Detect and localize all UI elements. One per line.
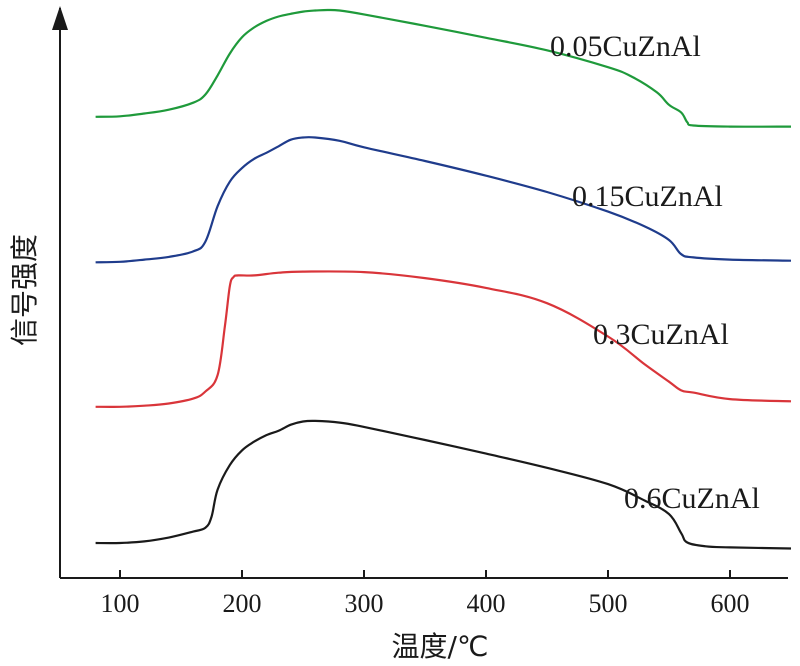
x-tick-label: 600: [711, 589, 750, 618]
x-tick-label: 200: [223, 589, 262, 618]
x-tick-label: 400: [467, 589, 506, 618]
series-label-group: 0.05CuZnAl 0.15CuZnAl 0.3CuZnAl 0.6CuZnAl: [550, 30, 760, 515]
series-label-0.3CuZnAl: 0.3CuZnAl: [593, 318, 729, 351]
x-axis-title: 温度/℃: [392, 630, 489, 663]
series-line-0.3CuZnAl: [95, 270, 792, 408]
series-line-0.05CuZnAl: [95, 8, 792, 128]
x-tick-label: 100: [101, 589, 140, 618]
series-label-0.6CuZnAl: 0.6CuZnAl: [624, 482, 760, 515]
axes: 100 200 300 400 500 600: [52, 6, 788, 618]
series-label-0.15CuZnAl: 0.15CuZnAl: [572, 180, 723, 213]
x-tick-label: 300: [345, 589, 384, 618]
x-tick-group: 100 200 300 400 500 600: [101, 570, 750, 618]
series-label-0.05CuZnAl: 0.05CuZnAl: [550, 30, 701, 63]
series-line-0.6CuZnAl: [95, 419, 792, 550]
y-axis-arrow: [52, 6, 68, 30]
series-group: [95, 8, 792, 550]
series-line-0.15CuZnAl: [95, 136, 792, 264]
x-tick-label: 500: [589, 589, 628, 618]
y-axis-title: 信号强度: [8, 234, 41, 346]
